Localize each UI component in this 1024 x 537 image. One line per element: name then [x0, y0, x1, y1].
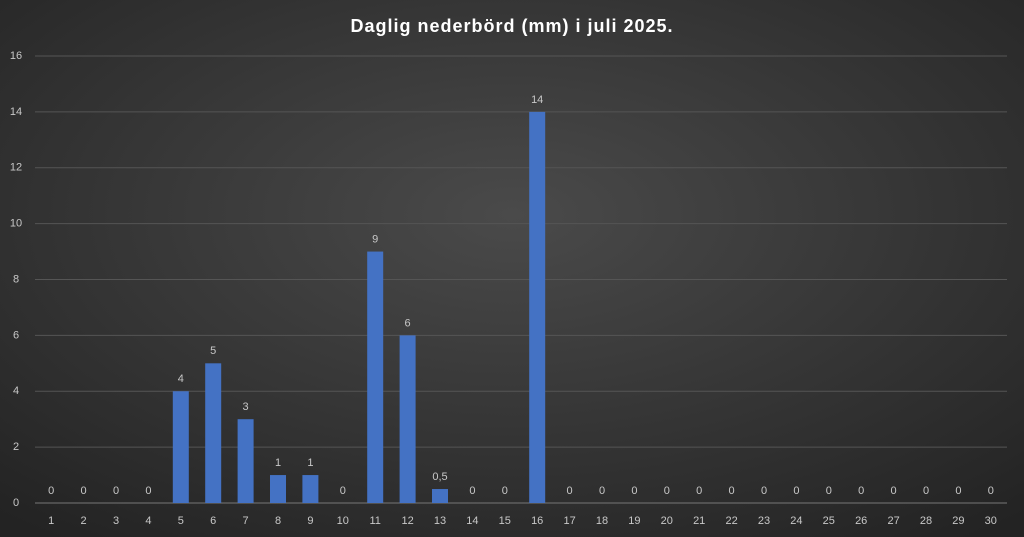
- x-tick-label: 20: [661, 515, 673, 527]
- value-label: 9: [372, 233, 378, 245]
- x-tick-label: 8: [275, 515, 281, 527]
- value-label: 0: [729, 485, 735, 497]
- bar: [399, 335, 416, 503]
- x-tick-label: 3: [113, 515, 119, 527]
- y-tick-label: 8: [13, 273, 19, 285]
- x-tick-label: 4: [145, 515, 151, 527]
- x-tick-label: 9: [307, 515, 313, 527]
- value-label: 1: [307, 457, 313, 469]
- x-tick-label: 21: [693, 515, 705, 527]
- value-label: 0: [761, 485, 767, 497]
- value-label: 0: [955, 485, 961, 497]
- value-label: 0: [81, 485, 87, 497]
- y-tick-label: 16: [10, 50, 22, 62]
- y-tick-label: 2: [13, 441, 19, 453]
- bar: [172, 391, 189, 503]
- x-tick-label: 10: [337, 515, 349, 527]
- y-tick-label: 4: [13, 385, 19, 397]
- x-tick-label: 26: [855, 515, 867, 527]
- value-label: 6: [405, 317, 411, 329]
- value-label: 0: [923, 485, 929, 497]
- value-label: 0: [48, 485, 54, 497]
- x-tick-label: 27: [887, 515, 899, 527]
- x-tick-label: 17: [563, 515, 575, 527]
- value-label: 0: [631, 485, 637, 497]
- x-tick-label: 5: [178, 515, 184, 527]
- bar: [237, 419, 254, 503]
- bar: [432, 489, 448, 503]
- y-tick-label: 12: [10, 162, 22, 174]
- value-label: 1: [275, 457, 281, 469]
- value-label: 0: [469, 485, 475, 497]
- value-label: 0,5: [432, 471, 447, 483]
- chart-title: Daglig nederbörd (mm) i juli 2025.: [350, 16, 673, 36]
- x-tick-label: 22: [725, 515, 737, 527]
- x-tick-label: 19: [628, 515, 640, 527]
- x-tick-label: 15: [499, 515, 511, 527]
- x-tick-label: 16: [531, 515, 543, 527]
- value-label: 0: [340, 485, 346, 497]
- value-label: 5: [210, 345, 216, 357]
- x-tick-label: 25: [823, 515, 835, 527]
- value-label: 14: [531, 94, 543, 106]
- y-tick-label: 10: [10, 218, 22, 230]
- x-tick-label: 7: [243, 515, 249, 527]
- x-tick-label: 12: [401, 515, 413, 527]
- bar: [529, 111, 546, 503]
- value-label: 0: [145, 485, 151, 497]
- value-label: 0: [696, 485, 702, 497]
- value-label: 4: [178, 373, 184, 385]
- value-label: 0: [988, 485, 994, 497]
- value-label: 0: [502, 485, 508, 497]
- y-tick-label: 14: [10, 106, 22, 118]
- value-label: 0: [113, 485, 119, 497]
- value-label: 0: [567, 485, 573, 497]
- value-label: 0: [826, 485, 832, 497]
- value-label: 3: [243, 401, 249, 413]
- value-label: 0: [599, 485, 605, 497]
- bar: [205, 363, 222, 503]
- bar: [367, 251, 384, 503]
- bar: [302, 475, 319, 503]
- value-label: 0: [793, 485, 799, 497]
- x-tick-label: 29: [952, 515, 964, 527]
- x-tick-label: 13: [434, 515, 446, 527]
- x-tick-label: 23: [758, 515, 770, 527]
- x-tick-label: 30: [985, 515, 997, 527]
- x-tick-label: 28: [920, 515, 932, 527]
- x-tick-label: 2: [81, 515, 87, 527]
- value-label: 0: [664, 485, 670, 497]
- y-tick-label: 0: [13, 497, 19, 509]
- x-tick-label: 18: [596, 515, 608, 527]
- x-tick-label: 1: [48, 515, 54, 527]
- x-tick-label: 11: [369, 515, 380, 527]
- x-tick-label: 6: [210, 515, 216, 527]
- x-tick-label: 14: [466, 515, 478, 527]
- value-label: 0: [858, 485, 864, 497]
- value-label: 0: [891, 485, 897, 497]
- x-tick-label: 24: [790, 515, 802, 527]
- bar: [270, 475, 286, 503]
- y-tick-label: 6: [13, 329, 19, 341]
